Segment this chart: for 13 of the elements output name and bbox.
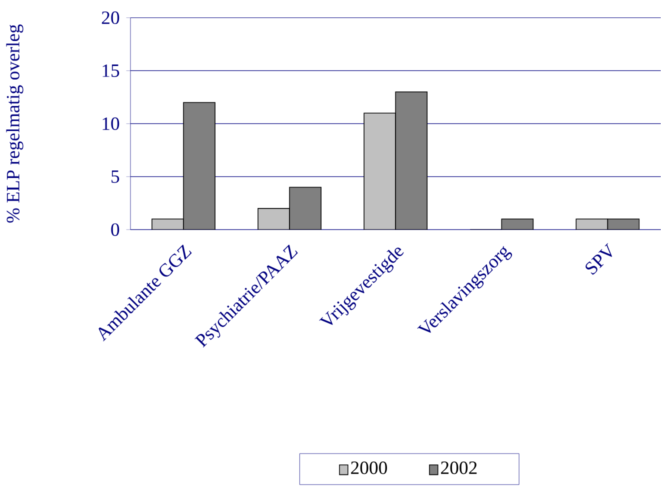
y-tick-label: 15	[102, 64, 120, 78]
bar	[395, 92, 428, 230]
bar	[289, 187, 322, 230]
bar	[364, 112, 396, 230]
y-tick-label: 10	[102, 118, 120, 130]
y-tick-label: 5	[112, 170, 120, 184]
y-axis-title: % ELP regelmatig overleg	[6, 24, 24, 223]
y-tick-label: 0	[111, 223, 120, 236]
legend-label: 2000	[351, 462, 387, 474]
bar	[183, 102, 216, 230]
y-tick-label: 20	[102, 12, 120, 24]
legend-label: 2002	[441, 462, 477, 474]
bar	[258, 208, 290, 230]
